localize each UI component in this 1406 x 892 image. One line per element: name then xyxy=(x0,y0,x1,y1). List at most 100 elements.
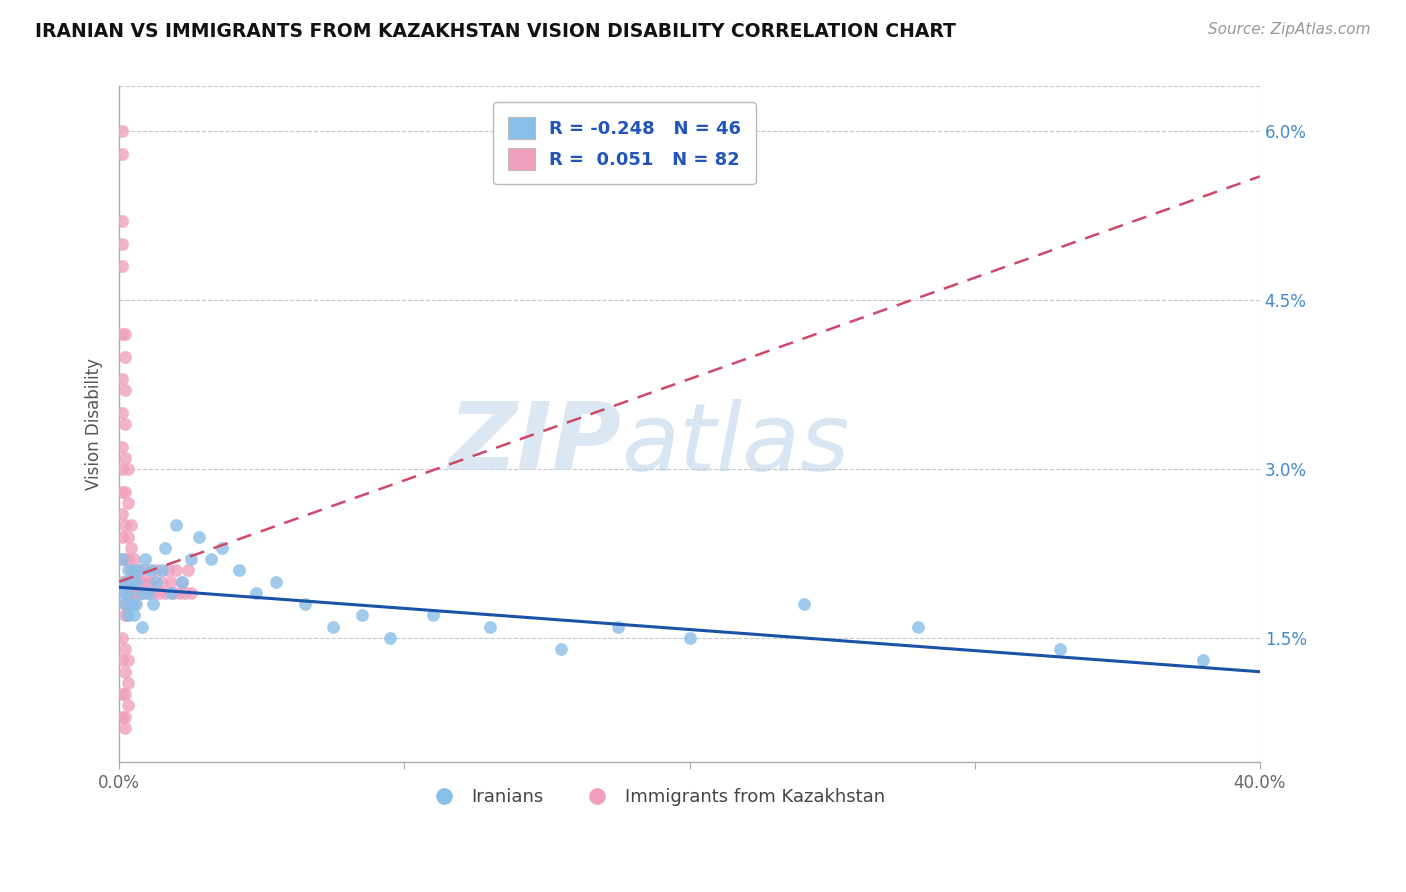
Point xyxy=(188,530,211,544)
Point xyxy=(111,574,134,589)
Point xyxy=(322,620,344,634)
Point xyxy=(120,597,142,611)
Point xyxy=(114,642,136,657)
Point xyxy=(264,574,287,589)
Point xyxy=(122,563,145,577)
Point xyxy=(422,608,444,623)
Point xyxy=(114,417,136,431)
Point xyxy=(170,574,193,589)
Y-axis label: Vision Disability: Vision Disability xyxy=(86,358,103,490)
Point xyxy=(907,620,929,634)
Point xyxy=(1049,642,1071,657)
Point xyxy=(131,620,153,634)
Point xyxy=(228,563,250,577)
Point xyxy=(128,586,150,600)
Point xyxy=(136,586,159,600)
Point xyxy=(128,574,150,589)
Point xyxy=(159,586,181,600)
Point xyxy=(120,563,142,577)
Point xyxy=(165,563,187,577)
Point xyxy=(114,665,136,679)
Point xyxy=(120,574,142,589)
Point xyxy=(117,608,139,623)
Point xyxy=(167,586,190,600)
Point xyxy=(117,597,139,611)
Point xyxy=(170,574,193,589)
Point xyxy=(128,563,150,577)
Point xyxy=(180,552,202,566)
Point xyxy=(136,574,159,589)
Text: ZIP: ZIP xyxy=(449,399,621,491)
Point xyxy=(678,631,700,645)
Point xyxy=(122,586,145,600)
Point xyxy=(156,563,179,577)
Point xyxy=(793,597,815,611)
Point xyxy=(114,450,136,465)
Point xyxy=(117,496,139,510)
Point xyxy=(114,687,136,701)
Point xyxy=(117,676,139,690)
Point xyxy=(128,563,150,577)
Point xyxy=(117,653,139,667)
Point xyxy=(114,597,136,611)
Point xyxy=(114,608,136,623)
Point xyxy=(478,620,501,634)
Point xyxy=(131,574,153,589)
Point xyxy=(153,586,176,600)
Point xyxy=(120,541,142,555)
Point xyxy=(550,642,572,657)
Point xyxy=(120,597,142,611)
Point xyxy=(150,563,173,577)
Text: Source: ZipAtlas.com: Source: ZipAtlas.com xyxy=(1208,22,1371,37)
Point xyxy=(111,687,134,701)
Point xyxy=(111,440,134,454)
Point xyxy=(150,574,173,589)
Point xyxy=(125,586,148,600)
Point xyxy=(111,631,134,645)
Point xyxy=(114,552,136,566)
Point xyxy=(134,563,156,577)
Point xyxy=(117,574,139,589)
Point xyxy=(125,597,148,611)
Point xyxy=(114,597,136,611)
Point xyxy=(136,586,159,600)
Point xyxy=(142,586,165,600)
Text: atlas: atlas xyxy=(621,399,849,490)
Point xyxy=(120,518,142,533)
Point xyxy=(177,563,200,577)
Point xyxy=(111,653,134,667)
Point xyxy=(117,608,139,623)
Point xyxy=(153,541,176,555)
Point xyxy=(122,597,145,611)
Point xyxy=(114,384,136,398)
Point xyxy=(139,574,162,589)
Point xyxy=(145,574,167,589)
Point xyxy=(114,484,136,499)
Point xyxy=(117,563,139,577)
Point xyxy=(111,147,134,161)
Point xyxy=(111,462,134,476)
Point xyxy=(125,574,148,589)
Point xyxy=(111,530,134,544)
Point xyxy=(111,236,134,251)
Point xyxy=(120,586,142,600)
Point xyxy=(139,563,162,577)
Point xyxy=(131,586,153,600)
Point xyxy=(111,124,134,138)
Point xyxy=(122,552,145,566)
Point xyxy=(131,586,153,600)
Point xyxy=(111,484,134,499)
Point xyxy=(114,574,136,589)
Point xyxy=(111,710,134,724)
Point xyxy=(125,574,148,589)
Point xyxy=(122,608,145,623)
Point xyxy=(114,350,136,364)
Point xyxy=(180,586,202,600)
Point xyxy=(165,518,187,533)
Point xyxy=(114,721,136,735)
Point xyxy=(122,574,145,589)
Point xyxy=(378,631,401,645)
Point xyxy=(111,260,134,274)
Legend: Iranians, Immigrants from Kazakhstan: Iranians, Immigrants from Kazakhstan xyxy=(419,781,891,814)
Point xyxy=(211,541,233,555)
